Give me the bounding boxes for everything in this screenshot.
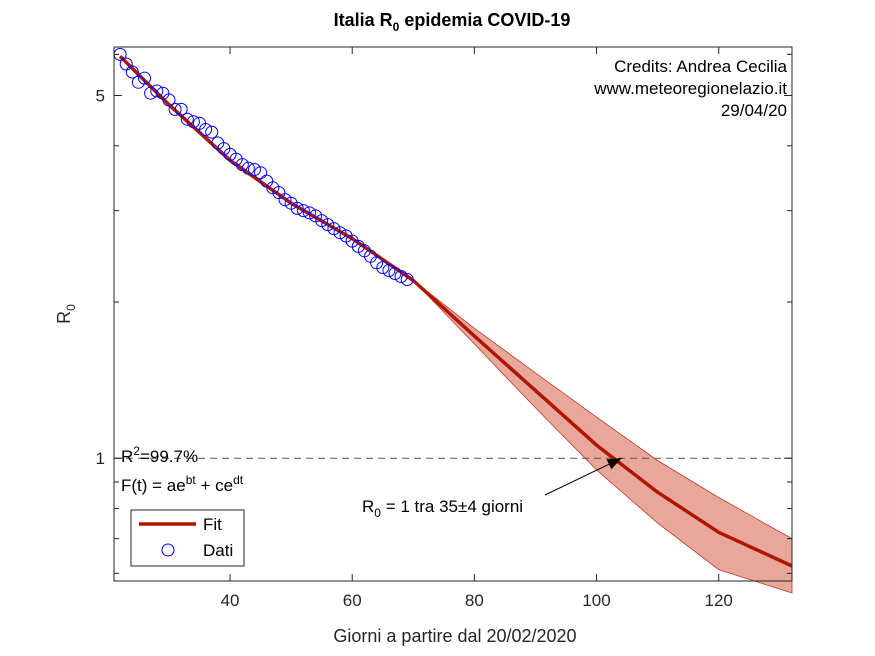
data-point [382,264,396,277]
annotation-arrow [544,457,622,496]
x-tick-label: 100 [582,591,610,610]
credits-line-2: www.meteoregionelazio.it [593,79,787,98]
data-point [388,267,402,280]
annotation-text: R0 = 1 tra 35±4 giorni [362,497,523,520]
data-point [162,93,176,107]
data-point [254,166,268,180]
chart-title-suffix: epidemia COVID-19 [399,10,570,30]
x-tick-label: 40 [221,591,240,610]
data-point [296,204,310,218]
data-point [290,201,304,215]
r-squared-prefix: R [121,447,133,466]
ticks-layer: 40 60 80 100 120 1 5 [96,47,792,610]
formula-part-c: + ce [196,476,233,495]
legend-box [130,509,245,567]
data-point [125,65,139,79]
data-point [278,193,292,207]
data-point [248,163,261,176]
data-point [303,206,316,220]
chart-title-subscript: 0 [393,20,400,34]
r-squared-sup: 2 [133,444,140,458]
fit-layer [118,55,793,568]
data-point [205,125,219,139]
data-point [138,71,151,85]
formula-sup-d: dt [233,473,244,487]
r-squared-value: =99.7% [140,447,198,466]
legend: Fit Dati [130,509,245,567]
data-point [241,161,255,175]
fit-formula-text: F(t) = aebt + cedt [121,473,244,495]
legend-dati-label: Dati [203,541,233,560]
x-axis-label: Giorni a partire dal 20/02/2020 [333,626,576,646]
plot-frame [113,46,793,582]
legend-fit-label: Fit [203,515,222,534]
credits-line-1: Credits: Andrea Cecilia [614,57,787,76]
data-points-layer [113,47,414,286]
annotation-arrow-line [544,457,622,496]
y-axis-label-main: R [54,311,74,324]
annotation-subscript: 0 [374,506,381,520]
r-squared-text: R2=99.7% [121,444,198,466]
data-point [150,84,164,98]
formula-sup-b: bt [186,473,197,487]
chart-title: Italia R0 epidemia COVID-19 [334,10,571,34]
data-point [186,115,200,129]
fit-line [118,55,793,568]
credits-line-3: 29/04/20 [721,101,787,120]
x-tick-label: 60 [343,591,362,610]
data-point [376,261,390,275]
annotation-body: = 1 tra 35±4 giorni [381,497,523,516]
data-point [174,102,188,116]
y-tick-label: 5 [96,86,105,105]
formula-part-a: F(t) = ae [121,476,186,495]
x-tick-label: 120 [705,591,733,610]
y-tick-label: 1 [96,449,105,468]
data-point [400,273,414,286]
data-point [180,112,194,126]
annotation-arrow-head [606,458,622,470]
y-axis-label-subscript: 0 [64,304,78,311]
data-point [333,226,347,240]
data-point [394,270,408,283]
legend-dati-marker [161,543,175,557]
data-point [168,102,182,116]
data-point [235,158,249,172]
annotation-prefix: R [362,497,374,516]
chart-title-prefix: Italia R [334,10,393,30]
y-axis-label: R0 [54,304,78,324]
x-tick-label: 80 [465,591,484,610]
data-point [199,123,213,136]
